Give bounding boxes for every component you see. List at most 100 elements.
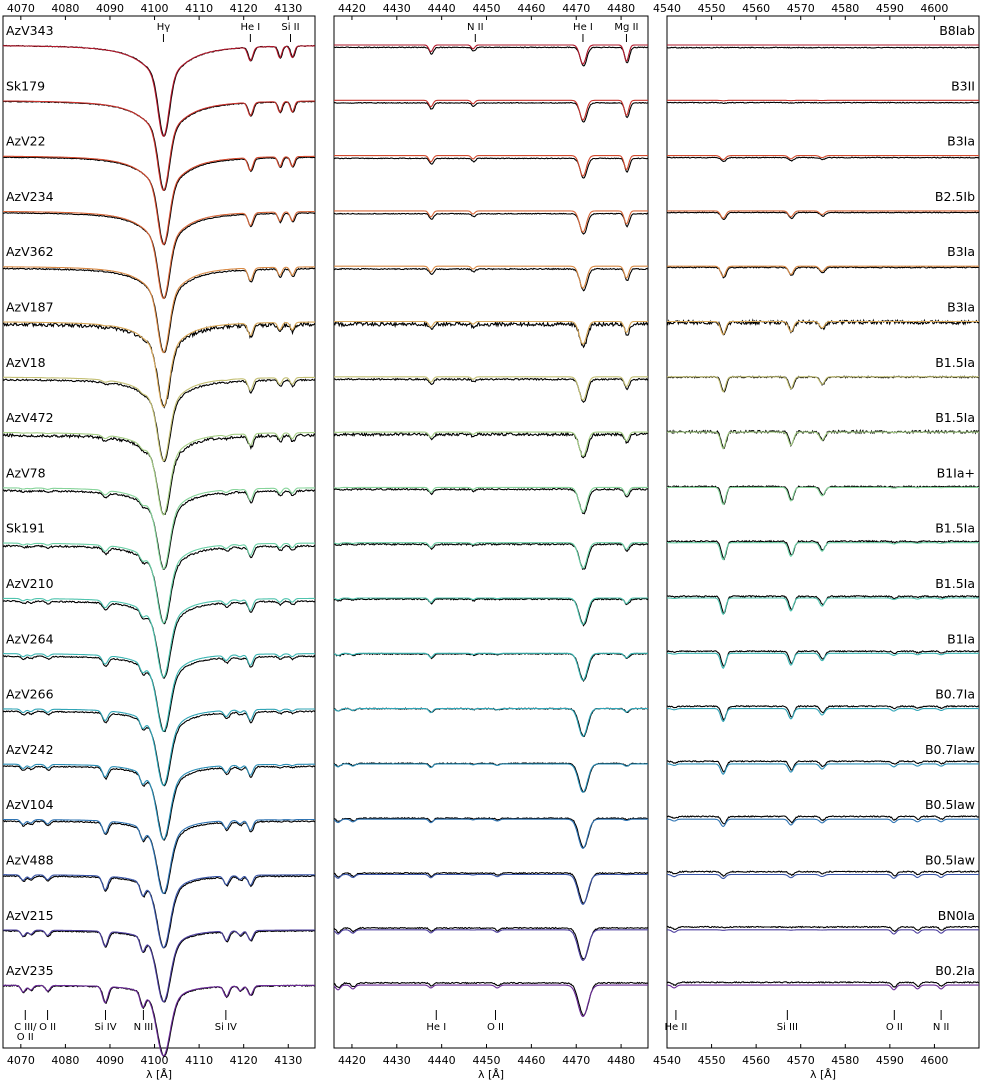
observed-spectrum-line (333, 707, 649, 738)
model-spectrum-line (3, 266, 315, 354)
model-spectrum-line (3, 432, 315, 516)
x-tick-label-top: 4070 (7, 2, 35, 15)
model-spectrum-line (667, 99, 979, 102)
observed-spectrum-line (333, 926, 649, 960)
x-tick-label-bottom: 4100 (141, 1054, 169, 1067)
x-tick-label-bottom: 4460 (517, 1054, 545, 1067)
observed-spectrum-line (666, 156, 980, 163)
star-name-label: AzV264 (6, 631, 54, 646)
panel-frame (666, 15, 980, 1049)
observed-spectrum-line (2, 212, 316, 299)
star-spectrum-group (2, 594, 980, 679)
model-spectrum-line (333, 708, 648, 737)
model-spectrum-line (667, 431, 979, 450)
x-tick-label-bottom: 4540 (653, 1054, 681, 1067)
x-tick-label-bottom: 4570 (787, 1054, 815, 1067)
spectral-type-label: B1Ia (947, 631, 975, 646)
x-tick-label-top: 4470 (562, 2, 590, 15)
spectral-type-label: B0.7Iaw (925, 742, 975, 757)
x-tick-label-bottom: 4420 (338, 1054, 366, 1067)
model-spectrum-line (667, 210, 979, 219)
star-name-label: AzV104 (6, 797, 54, 812)
x-tick-label-bottom: 4080 (51, 1054, 79, 1067)
top-line-id-label: Mg II (614, 22, 638, 33)
panel-frame (333, 15, 649, 1049)
model-spectrum-line (334, 155, 648, 177)
model-spectrum-line (3, 874, 315, 949)
top-line-id-label: Si II (281, 22, 299, 33)
x-tick-label-top: 4460 (517, 2, 545, 15)
model-spectrum-line (334, 210, 648, 233)
observed-spectrum-line (333, 101, 649, 123)
star-spectrum-group (2, 318, 980, 409)
model-spectrum-line (3, 376, 315, 462)
model-spectrum-line (333, 597, 648, 625)
x-tick-label-top: 4540 (653, 2, 681, 15)
star-spectrum-group (2, 759, 980, 841)
observed-spectrum-line (333, 816, 648, 849)
observed-spectrum-line (333, 871, 649, 904)
x-tick-label-bottom: 4560 (742, 1054, 770, 1067)
model-spectrum-line (333, 652, 648, 681)
x-tick-label-top: 4130 (274, 2, 302, 15)
x-tick-label-bottom: 4470 (562, 1054, 590, 1067)
model-spectrum-line (3, 818, 315, 895)
model-spectrum-line (3, 653, 315, 732)
observed-spectrum-line (2, 599, 316, 679)
spectral-type-label: B1.5Ia (935, 410, 975, 425)
star-name-label: Sk179 (6, 78, 45, 93)
star-name-label: AzV234 (6, 189, 54, 204)
model-spectrum-line (667, 155, 979, 161)
model-spectrum-line (3, 929, 315, 1003)
x-axis-label: λ [Å] (810, 1068, 836, 1080)
star-name-label: AzV215 (6, 908, 54, 923)
model-spectrum-line (667, 929, 979, 935)
observed-spectrum-line (666, 704, 980, 721)
observed-spectrum-line (3, 156, 316, 246)
model-spectrum-line (333, 818, 648, 849)
model-spectrum-line (334, 320, 648, 345)
bottom-line-id-label: O II (886, 1022, 903, 1033)
x-tick-label-top: 4430 (383, 2, 411, 15)
model-spectrum-line (333, 486, 648, 513)
x-tick-label-top: 4120 (230, 2, 258, 15)
observed-spectrum-line (666, 925, 980, 933)
spectral-type-label: B3Ia (947, 134, 975, 149)
star-name-label: AzV242 (6, 742, 54, 757)
observed-spectrum-line (334, 212, 649, 235)
model-spectrum-line (3, 708, 316, 786)
bottom-line-id-label: Si IV (94, 1022, 116, 1033)
model-spectrum-line (667, 542, 979, 561)
star-spectrum-group (2, 980, 980, 1057)
star-name-label: AzV472 (6, 410, 54, 425)
x-tick-label-bottom: 4130 (274, 1054, 302, 1067)
observed-spectrum-line (333, 431, 649, 459)
star-name-label: AzV235 (6, 963, 54, 978)
observed-spectrum-line (666, 870, 980, 877)
star-spectrum-group (2, 704, 980, 787)
bottom-line-id-label: He II (665, 1022, 688, 1033)
top-line-id-label: He I (573, 22, 593, 33)
x-tick-label-top: 4090 (96, 2, 124, 15)
model-spectrum-line (667, 486, 979, 506)
star-name-label: AzV488 (6, 853, 54, 868)
observed-spectrum-line (334, 46, 648, 67)
spectral-type-label: B2.5Ib (935, 189, 975, 204)
x-axis-label: λ [Å] (146, 1068, 172, 1080)
observed-spectrum-line (333, 267, 648, 292)
spectral-type-label: B3Ia (947, 244, 975, 259)
x-tick-label-bottom: 4590 (876, 1054, 904, 1067)
observed-spectrum-line (333, 597, 649, 627)
star-spectrum-group (2, 99, 980, 192)
observed-spectrum-line (666, 649, 980, 667)
star-name-label: AzV210 (6, 576, 54, 591)
x-tick-label-top: 4480 (607, 2, 635, 15)
spectral-type-label: B8Iab (939, 23, 975, 38)
x-tick-label-bottom: 4580 (831, 1054, 859, 1067)
star-name-label: AzV187 (6, 300, 54, 315)
bottom-line-id-label: He I (426, 1022, 446, 1033)
spectral-type-label: B0.5Iaw (925, 853, 975, 868)
x-tick-label-bottom: 4110 (185, 1054, 213, 1067)
model-spectrum-line (3, 763, 315, 841)
